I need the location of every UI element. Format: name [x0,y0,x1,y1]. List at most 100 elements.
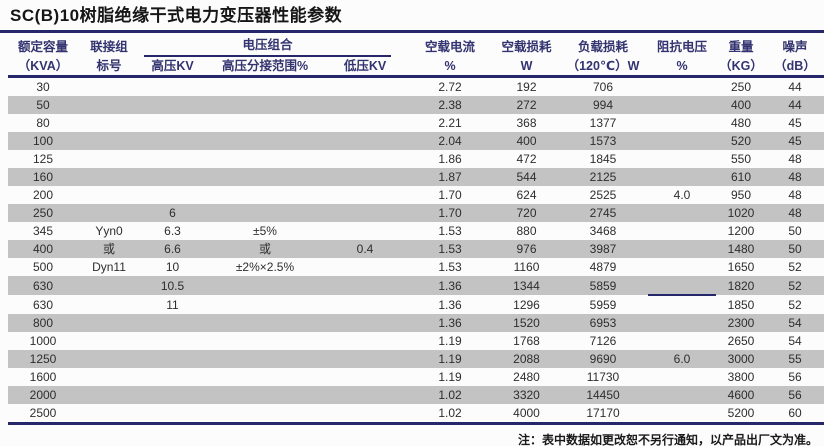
cell-noise: 48 [788,206,802,220]
col-unit-no-load-loss: W [495,57,558,78]
cell-noise: 56 [788,370,802,384]
cell-no-load-loss: 624 [516,188,537,202]
cell-hv [140,404,205,425]
cell-impedance [648,314,716,332]
cell-weight: 950 [730,188,752,202]
catalog-page: SC(B)10树脂绝缘干式电力变压器性能参数 额定容量 联接组 电压组合 空载电… [0,6,824,446]
cell-noise: 44 [788,80,802,94]
cell-tap-range [205,204,325,222]
table-row: 30 2.72 192 706 250 44 [8,77,824,97]
cell-lv [325,77,405,97]
col-unit-no-load-current: % [405,57,495,78]
cell-tap-range: 或 [258,242,271,256]
cell-capacity: 50 [36,98,50,112]
cell-connection [78,168,140,186]
cell-connection [78,132,140,150]
cell-weight: 400 [730,98,752,112]
cell-no-load-current: 2.72 [438,80,462,94]
cell-hv [140,77,205,97]
cell-lv [325,150,405,168]
cell-load-loss: 2125 [589,170,617,184]
cell-tap-range: ±5% [253,224,277,238]
voltage-group-label: 电压组合 [144,36,391,57]
cell-noise: 45 [788,134,802,148]
cell-capacity: 800 [32,316,54,330]
cell-weight: 2650 [727,334,755,348]
table-body: 30 2.72 192 706 250 44 50 2.38 272 994 [8,77,824,425]
table-row: 160 1.87 544 2125 610 48 [8,168,824,186]
cell-capacity: 100 [32,134,54,148]
cell-no-load-current: 1.86 [438,152,462,166]
cell-hv [140,332,205,350]
cell-load-loss: 6953 [589,316,617,330]
footnote: 注：表中数据如更改恕不另行通知，以产品出厂文为准。 [517,433,818,446]
cell-lv [325,404,405,425]
cell-no-load-loss: 2480 [513,370,540,384]
cell-connection [78,314,140,332]
col-unit-capacity: （KVA） [8,57,78,78]
table-row: 2500 1.02 4000 17170 5200 60 [8,404,824,425]
cell-tap-range [205,386,325,404]
cell-no-load-current: 1.53 [438,224,462,238]
cell-lv [325,132,405,150]
cell-connection [78,368,140,386]
cell-capacity: 125 [32,152,54,166]
cell-noise: 48 [788,152,802,166]
cell-load-loss: 3468 [589,224,617,238]
cell-no-load-current: 1.53 [438,260,462,274]
cell-no-load-loss: 400 [516,134,537,148]
cell-hv: 6 [169,206,176,220]
cell-connection [78,150,140,168]
cell-connection [78,96,140,114]
cell-hv [140,368,205,386]
table-row: 800 1.36 1520 6953 2300 54 [8,314,824,332]
cell-no-load-current: 1.02 [405,404,495,425]
col-header-no-load-loss: 空载损耗 [501,39,552,54]
cell-load-loss: 14450 [586,388,620,402]
cell-lv [325,386,405,404]
table-row: 200 1.70 624 2525 4.0 950 48 [8,186,824,204]
table-row: 250 6 1.70 720 2745 1020 48 [8,204,824,222]
cell-weight: 1480 [727,242,755,256]
cell-weight: 5200 [716,404,766,425]
col-header-impedance: 阻抗电压 [656,39,707,54]
col-unit-impedance: % [648,57,716,78]
cell-no-load-current: 1.02 [438,388,462,402]
cell-load-loss: 5959 [589,297,617,312]
cell-hv [140,132,205,150]
cell-capacity: 400 [32,242,54,256]
cell-capacity: 500 [32,260,54,274]
cell-load-loss: 7126 [589,334,617,348]
cell-lv [325,222,405,240]
cell-no-load-current: 1.19 [438,370,462,384]
table-row: 500 Dyn11 10 ±2%×2.5% 1.53 1160 4879 165… [8,258,824,276]
cell-no-load-current: 2.38 [438,98,462,112]
cell-weight: 1850 [727,297,755,312]
table-row: 630 10.5 1.36 1344 5859 1820 52 [8,276,824,296]
col-unit-weight: （KG） [716,57,766,78]
cell-impedance [648,276,716,296]
cell-impedance [648,96,716,114]
cell-tap-range [205,350,325,368]
cell-hv [140,186,205,204]
table-row: 100 2.04 400 1573 520 45 [8,132,824,150]
cell-connection [78,276,140,295]
cell-noise: 60 [766,404,824,425]
cell-lv [325,186,405,204]
cell-lv [325,168,405,186]
cell-hv: 6.6 [164,242,181,256]
cell-no-load-current: 1.19 [438,334,462,348]
cell-weight: 1200 [727,224,755,238]
cell-tap-range [205,314,325,332]
cell-impedance: 6.0 [673,352,691,366]
cell-no-load-loss: 272 [516,98,537,112]
cell-noise: 52 [788,278,802,293]
table-row: 630 11 1.36 1296 5959 1850 52 [8,295,824,314]
table-row: 400 或 6.6 或 0.4 1.53 976 3987 1480 50 [8,240,824,258]
cell-load-loss: 11730 [586,370,620,384]
table-row: 50 2.38 272 994 400 44 [8,96,824,114]
cell-tap-range [205,132,325,150]
cell-hv [140,114,205,132]
cell-load-loss: 3987 [589,242,617,256]
cell-connection [78,295,140,314]
